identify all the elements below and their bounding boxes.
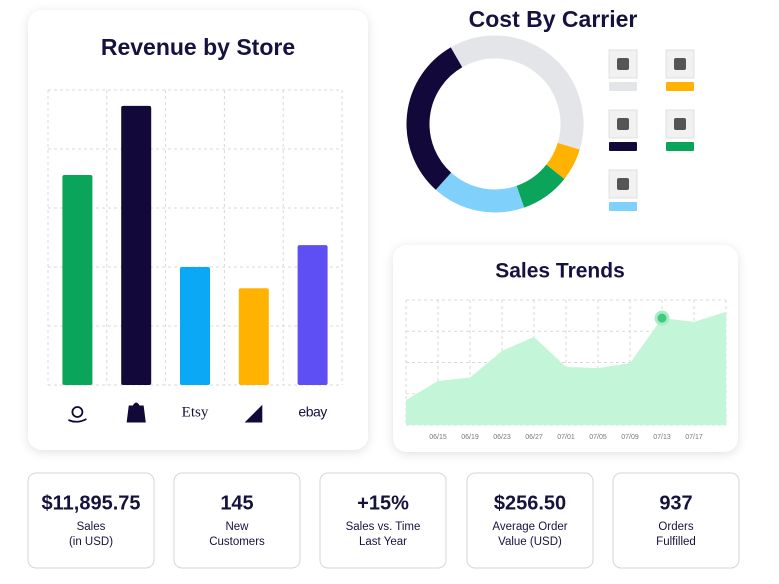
stat-label: Fulfilled <box>656 536 696 548</box>
stat-label: Orders <box>658 521 693 533</box>
carrier-logo <box>608 169 638 199</box>
carrier-logo-mark <box>617 178 629 190</box>
store-icon <box>68 406 87 423</box>
x-tick-label: 07/13 <box>653 434 671 441</box>
area <box>406 311 726 425</box>
stat-label: Average Order <box>492 521 567 533</box>
legend-swatch <box>609 82 637 91</box>
x-tick-label: 07/01 <box>557 434 575 441</box>
highlight-point <box>654 310 670 326</box>
bar <box>121 105 152 386</box>
stat-label: New <box>225 521 249 533</box>
chart-title: Cost By Carrier <box>469 6 638 32</box>
stat-card <box>173 472 301 569</box>
bar <box>297 245 328 385</box>
stat-value: 145 <box>220 492 253 514</box>
donut-segment <box>450 35 584 150</box>
donut-segment <box>435 172 525 213</box>
donut-segment <box>546 142 580 179</box>
x-tick-label: 06/27 <box>525 434 543 441</box>
legend-swatch <box>666 82 694 91</box>
x-tick-label: 07/17 <box>685 434 703 441</box>
stat-label: Last Year <box>359 536 407 548</box>
legend-swatch <box>609 142 637 151</box>
x-tick-label: Etsy <box>182 404 209 420</box>
x-tick-label: 07/05 <box>589 434 607 441</box>
carrier-logo-mark <box>674 58 686 70</box>
legend-swatch <box>666 142 694 151</box>
x-tick-label: 07/09 <box>621 434 639 441</box>
carrier-logo-mark <box>617 118 629 130</box>
store-icon <box>244 404 263 423</box>
store-icon <box>126 402 146 423</box>
bar <box>180 267 210 385</box>
charts: Etsy ebay 06/15 06/19 06/23 06/27 07/01 07/05 07… <box>27 35 740 569</box>
x-tick-label: 06/23 <box>493 434 511 441</box>
x-tick-label: ebay <box>298 404 327 420</box>
x-tick-label: 06/19 <box>461 434 479 441</box>
stat-label: Value (USD) <box>498 536 562 548</box>
stat-label: Sales <box>77 521 106 533</box>
stat-card <box>319 472 447 569</box>
stat-label: Sales vs. Time <box>346 521 421 533</box>
donut-segment <box>516 164 565 208</box>
stat-card <box>612 472 740 569</box>
carrier-logo-mark <box>617 58 629 70</box>
bar <box>62 174 93 385</box>
stat-label: (in USD) <box>69 536 113 548</box>
stat-value: +15% <box>357 492 409 514</box>
bar <box>238 288 269 385</box>
donut-segment <box>406 47 463 190</box>
x-tick-label: 06/15 <box>429 434 447 441</box>
stat-label: Customers <box>209 536 265 548</box>
stat-value: 937 <box>659 492 692 514</box>
stat-card <box>466 472 594 569</box>
carrier-logo-mark <box>674 118 686 130</box>
chart-title: Revenue by Store <box>101 34 295 60</box>
stat-value: $256.50 <box>494 492 566 514</box>
legend-swatch <box>609 202 637 211</box>
stat-value: $11,895.75 <box>42 492 141 514</box>
chart-title: Sales Trends <box>495 260 625 283</box>
stat-card <box>27 472 155 569</box>
